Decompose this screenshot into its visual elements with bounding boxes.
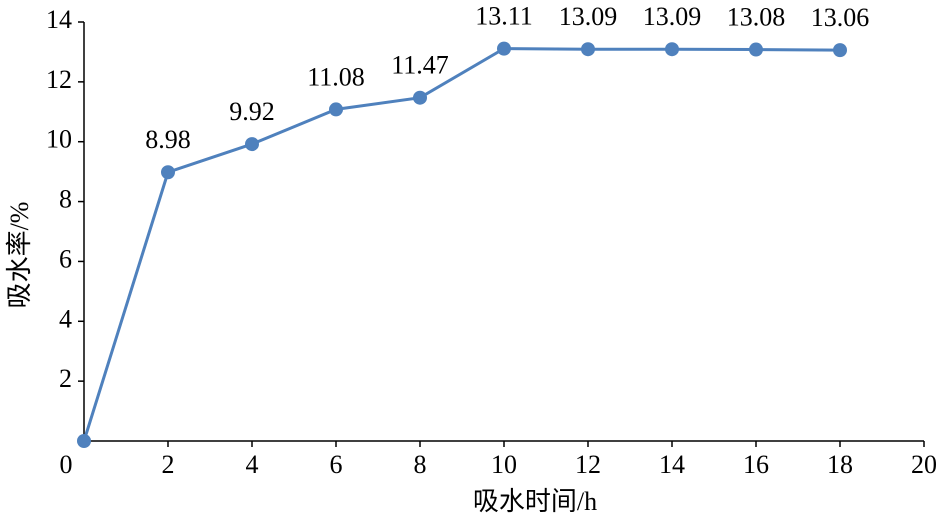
y-tick-label: 10 [46, 125, 72, 154]
data-label: 13.09 [643, 2, 702, 31]
data-label: 13.08 [727, 3, 786, 32]
x-tick-label: 4 [246, 450, 259, 479]
line [82, 47, 841, 442]
data-label: 11.47 [391, 51, 449, 80]
y-axis-title: 吸水率/% [5, 202, 34, 309]
y-tick-label: 6 [59, 244, 72, 273]
x-tick-label: 12 [575, 450, 601, 479]
point [749, 42, 763, 57]
point [581, 42, 595, 57]
data-label: 11.08 [307, 62, 365, 91]
x-tick-label: 0 [60, 450, 73, 479]
point [497, 41, 511, 56]
y-tick-label: 12 [46, 65, 72, 94]
point [161, 165, 175, 180]
x-tick-label: 18 [827, 450, 853, 479]
data-label: 13.06 [811, 3, 870, 32]
point [665, 42, 679, 57]
x-tick-label: 2 [162, 450, 175, 479]
point [329, 102, 343, 117]
point [77, 434, 91, 448]
y-tick-label: 2 [59, 364, 72, 393]
point [245, 137, 259, 152]
y-tick-label: 8 [59, 185, 72, 214]
y-tick-label: 4 [59, 304, 72, 333]
data-label: 13.09 [559, 2, 618, 31]
y-tick-label: 14 [46, 5, 72, 34]
point [413, 90, 427, 105]
x-tick-label: 16 [743, 450, 769, 479]
x-tick-label: 8 [414, 450, 427, 479]
data-label: 8.98 [145, 125, 191, 154]
x-tick-label: 20 [911, 450, 937, 479]
x-tick-label: 6 [330, 450, 343, 479]
point [833, 43, 847, 58]
x-tick-label: 10 [491, 450, 517, 479]
data-label: 13.11 [475, 2, 533, 31]
x-tick-label: 14 [659, 450, 685, 479]
data-label: 9.92 [229, 97, 275, 126]
x-axis-title: 吸水时间/h [473, 487, 597, 516]
